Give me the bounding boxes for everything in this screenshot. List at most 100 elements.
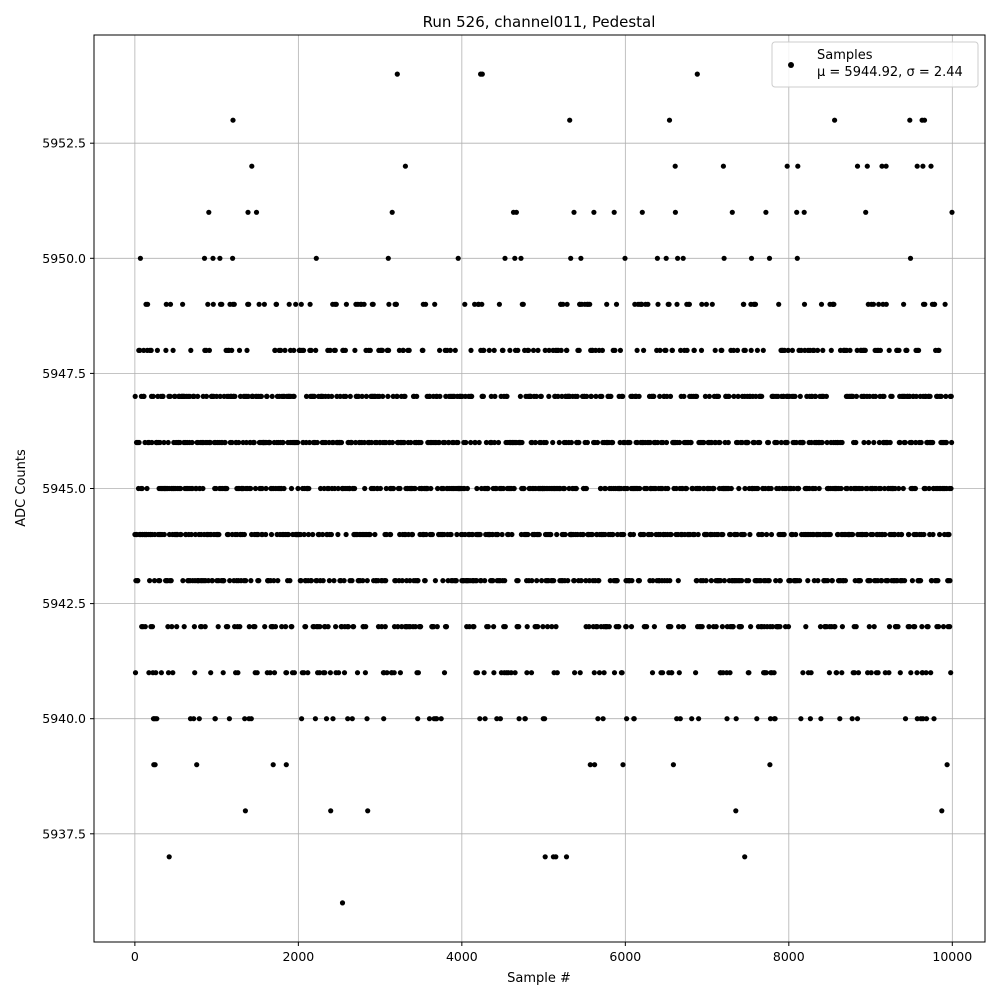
data-point <box>431 624 437 630</box>
data-point <box>535 624 541 630</box>
x-tick-label: 10000 <box>932 949 972 964</box>
data-point <box>248 716 254 722</box>
data-point <box>243 439 249 446</box>
data-point <box>759 393 765 399</box>
data-point <box>692 531 698 538</box>
data-point <box>720 670 726 676</box>
data-point <box>322 670 328 676</box>
data-point <box>436 439 442 446</box>
data-point <box>237 624 243 630</box>
data-point <box>686 301 693 307</box>
data-point <box>172 393 178 399</box>
data-point <box>624 485 630 492</box>
data-point <box>196 716 202 722</box>
data-point <box>610 531 616 538</box>
data-point <box>432 578 438 584</box>
data-point <box>798 347 804 353</box>
data-point <box>803 624 809 630</box>
data-point <box>361 301 367 307</box>
data-point <box>777 578 783 584</box>
y-tick-label: 5937.5 <box>42 826 86 841</box>
data-point <box>317 670 323 676</box>
data-point <box>871 624 877 630</box>
data-point <box>271 578 277 584</box>
data-point <box>818 716 824 722</box>
data-point <box>895 624 901 630</box>
data-point <box>739 439 745 446</box>
data-point <box>897 439 903 446</box>
data-point <box>313 255 319 261</box>
data-point <box>513 209 520 215</box>
data-point <box>325 624 331 630</box>
data-point <box>801 301 808 307</box>
data-point <box>209 578 215 584</box>
data-point <box>607 578 613 584</box>
data-point <box>399 624 405 630</box>
data-point <box>820 347 826 353</box>
data-point <box>481 347 487 353</box>
data-point <box>380 393 386 399</box>
data-point <box>614 578 620 584</box>
data-point <box>255 531 261 538</box>
data-point <box>916 347 922 353</box>
data-point <box>927 393 933 399</box>
data-point <box>854 716 861 722</box>
data-point <box>630 531 637 538</box>
data-point <box>516 716 522 722</box>
data-point <box>169 624 175 630</box>
data-point <box>651 393 657 399</box>
data-point <box>636 393 642 399</box>
data-point <box>267 670 273 676</box>
data-point <box>823 393 830 399</box>
data-point <box>660 670 666 676</box>
data-point <box>306 485 312 492</box>
x-axis-label: Sample # <box>507 971 571 986</box>
data-point <box>298 531 304 538</box>
data-point <box>205 301 211 307</box>
data-point <box>768 485 774 492</box>
data-point <box>515 347 521 353</box>
data-point <box>634 347 640 353</box>
data-point <box>298 301 304 307</box>
data-point <box>902 578 908 584</box>
data-point <box>572 670 578 676</box>
data-point <box>556 439 562 446</box>
data-point <box>167 393 173 399</box>
data-point <box>794 209 800 215</box>
data-point <box>755 485 761 492</box>
data-point <box>491 670 497 676</box>
data-point <box>733 808 739 814</box>
data-point <box>208 670 214 676</box>
data-point <box>745 439 751 446</box>
data-point <box>742 347 748 353</box>
data-point <box>256 578 262 584</box>
data-point <box>320 531 326 538</box>
data-point <box>563 854 570 860</box>
data-point <box>583 578 589 584</box>
y-axis-label: ADC Counts <box>14 449 29 527</box>
data-point <box>839 439 845 446</box>
data-point <box>694 71 700 77</box>
data-point <box>936 347 942 353</box>
data-point <box>811 578 817 584</box>
data-point <box>741 301 747 307</box>
data-point <box>584 393 590 399</box>
data-point <box>595 716 601 722</box>
data-point <box>748 255 755 261</box>
x-tick-label: 8000 <box>773 949 805 964</box>
data-point <box>738 624 745 630</box>
data-point <box>335 485 341 492</box>
data-point <box>313 347 319 353</box>
data-point <box>611 670 618 676</box>
data-point <box>876 301 882 307</box>
data-point <box>441 670 448 676</box>
data-point <box>748 624 754 630</box>
data-point <box>174 624 180 630</box>
x-axis-ticks: 0 2000 4000 6000 8000 10000 <box>131 942 972 964</box>
data-point <box>798 716 804 722</box>
data-point <box>677 439 683 446</box>
data-point <box>782 347 788 353</box>
data-point <box>613 301 620 307</box>
data-point <box>252 624 258 630</box>
data-point <box>728 531 734 538</box>
